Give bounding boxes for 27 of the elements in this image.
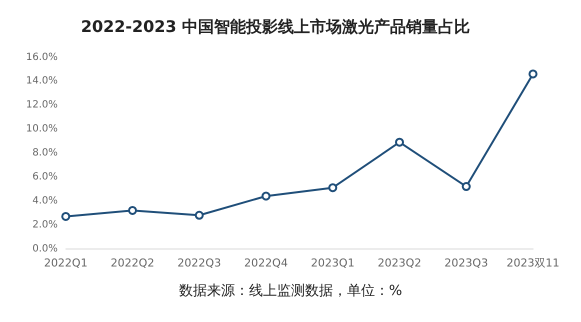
y-tick-label: 14.0% — [26, 76, 58, 87]
point — [262, 192, 271, 201]
point — [328, 183, 338, 192]
y-tick-label: 10.0% — [26, 124, 58, 135]
point — [128, 206, 138, 215]
y-tick-label: 2.0% — [32, 219, 58, 230]
x-tick-label: 2022Q2 — [110, 256, 154, 270]
x-tick-label: 2023双11 — [506, 256, 560, 270]
x-tick-label: 2022Q4 — [244, 256, 288, 270]
y-tick-label: 6.0% — [32, 172, 58, 183]
x-tick-label: 2023Q2 — [378, 256, 422, 270]
point — [194, 210, 204, 220]
point — [528, 69, 538, 78]
x-tick-label: 2022Q1 — [44, 256, 88, 270]
point — [395, 138, 404, 147]
point — [462, 182, 471, 192]
point — [61, 212, 70, 221]
y-tick-label: 0.0% — [32, 243, 58, 254]
x-tick-label: 2023Q3 — [444, 256, 488, 270]
source-note: 数据来源：线上监测数据，单位：% — [178, 282, 404, 300]
x-tick-label: 2022Q3 — [177, 256, 222, 270]
x-tick-label: 2023Q1 — [310, 256, 355, 270]
y-tick-label: 12.0% — [26, 100, 58, 111]
y-tick-label: 16.0% — [26, 52, 58, 63]
y-tick-label: 4.0% — [32, 195, 58, 206]
chart-title: 2022-2023 中国智能投影线上市场激光产品销量占比 — [80, 16, 470, 36]
y-tick-label: 8.0% — [32, 148, 58, 159]
